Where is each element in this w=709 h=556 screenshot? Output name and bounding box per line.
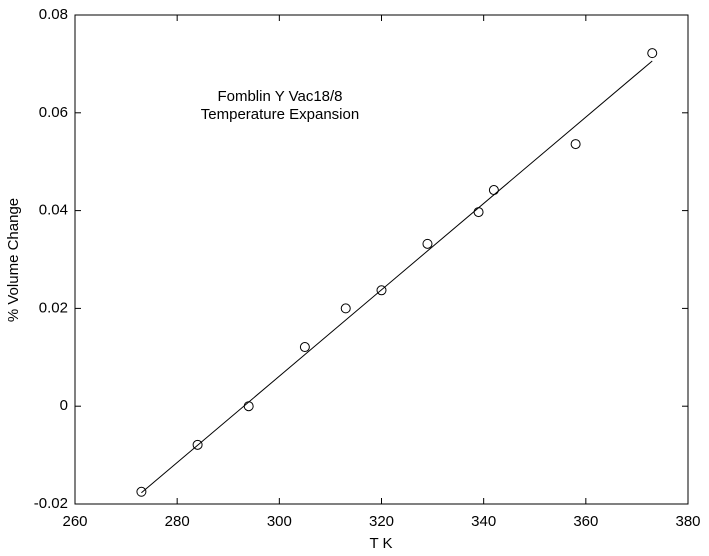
x-tick-label: 300: [267, 513, 292, 530]
data-point: [192, 439, 203, 450]
fit-line: [141, 60, 653, 494]
x-tick-label: 260: [62, 513, 87, 530]
x-tick-label: 280: [165, 513, 190, 530]
y-tick-label: -0.02: [34, 495, 68, 512]
data-point: [473, 207, 484, 218]
data-point: [299, 342, 310, 353]
data-point: [422, 238, 433, 249]
data-point: [488, 185, 499, 196]
y-tick-label: 0: [60, 397, 68, 414]
y-tick-label: 0.02: [39, 299, 68, 316]
data-point: [243, 401, 254, 412]
y-tick-label: 0.08: [39, 6, 68, 23]
x-tick-label: 320: [369, 513, 394, 530]
annotation: Temperature Expansion: [201, 106, 359, 123]
data-point: [570, 139, 581, 150]
annotation: Fomblin Y Vac18/8: [217, 88, 342, 105]
x-tick-label: 380: [675, 513, 700, 530]
y-axis-label: % Volume Change: [5, 198, 22, 322]
data-point: [340, 303, 351, 314]
plot-frame: [74, 14, 689, 505]
data-point: [647, 48, 658, 59]
y-tick-label: 0.06: [39, 104, 68, 121]
y-tick-label: 0.04: [39, 202, 68, 219]
data-point: [136, 486, 147, 497]
data-point: [376, 285, 387, 296]
x-tick-label: 360: [573, 513, 598, 530]
x-tick-label: 340: [471, 513, 496, 530]
x-axis-label: T K: [369, 535, 392, 552]
